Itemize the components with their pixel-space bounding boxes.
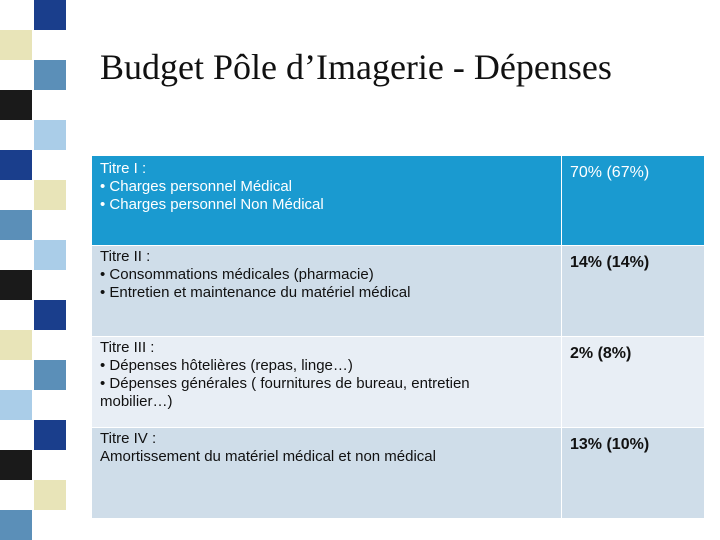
stripe-square — [34, 480, 66, 510]
stripe-square — [0, 450, 32, 480]
stripe-square — [34, 360, 66, 390]
stripe-square — [0, 90, 32, 120]
category-line: Titre I : — [100, 160, 147, 177]
category-line: Titre IV : — [100, 430, 157, 447]
category-cell: Titre III : • Dépenses hôtelières (repas… — [92, 337, 562, 427]
category-cell: Titre II : • Consommations médicales (ph… — [92, 246, 562, 336]
category-line: • Charges personnel Non Médical — [100, 196, 324, 213]
stripe-square — [34, 0, 66, 30]
stripe-square — [0, 330, 32, 360]
category-cell: Titre I : • Charges personnel Médical • … — [92, 156, 562, 245]
value-cell: 13% (10%) — [570, 436, 650, 453]
value-cell: 2% (8%) — [570, 345, 632, 362]
stripe-square — [0, 270, 32, 300]
stripe-square — [34, 420, 66, 450]
category-line: Titre II : — [100, 248, 151, 265]
stripe-square — [0, 30, 32, 60]
slide-title: Budget Pôle d’Imagerie - Dépenses — [100, 47, 612, 87]
category-line: mobilier…) — [100, 393, 173, 410]
category-cell: Titre IV : Amortissement du matériel méd… — [92, 428, 562, 518]
category-line: • Dépenses générales ( fournitures de bu… — [100, 375, 470, 392]
stripe-square — [0, 150, 32, 180]
category-line: • Entretien et maintenance du matériel m… — [100, 284, 411, 301]
value-cell: 70% (67%) — [570, 164, 650, 181]
table-row: Titre IV : Amortissement du matériel méd… — [92, 427, 704, 518]
stripe-square — [34, 120, 66, 150]
category-line: • Consommations médicales (pharmacie) — [100, 266, 374, 283]
category-line: • Dépenses hôtelières (repas, linge…) — [100, 357, 353, 374]
category-line: • Charges personnel Médical — [100, 178, 293, 195]
stripe-square — [0, 210, 32, 240]
value-cell: 14% (14%) — [570, 254, 650, 271]
table-row: Titre II : • Consommations médicales (ph… — [92, 245, 704, 336]
stripe-square — [34, 180, 66, 210]
stripe-square — [0, 390, 32, 420]
stripe-square — [34, 60, 66, 90]
stripe-square — [0, 510, 32, 540]
decorative-stripe — [0, 0, 66, 540]
table-row: Titre III : • Dépenses hôtelières (repas… — [92, 336, 704, 427]
category-line: Titre III : — [100, 339, 155, 356]
stripe-square — [34, 300, 66, 330]
table-row: Titre I : • Charges personnel Médical • … — [92, 156, 704, 245]
category-line: Amortissement du matériel médical et non… — [100, 448, 436, 465]
stripe-square — [34, 240, 66, 270]
budget-table: Titre I : • Charges personnel Médical • … — [92, 156, 704, 518]
